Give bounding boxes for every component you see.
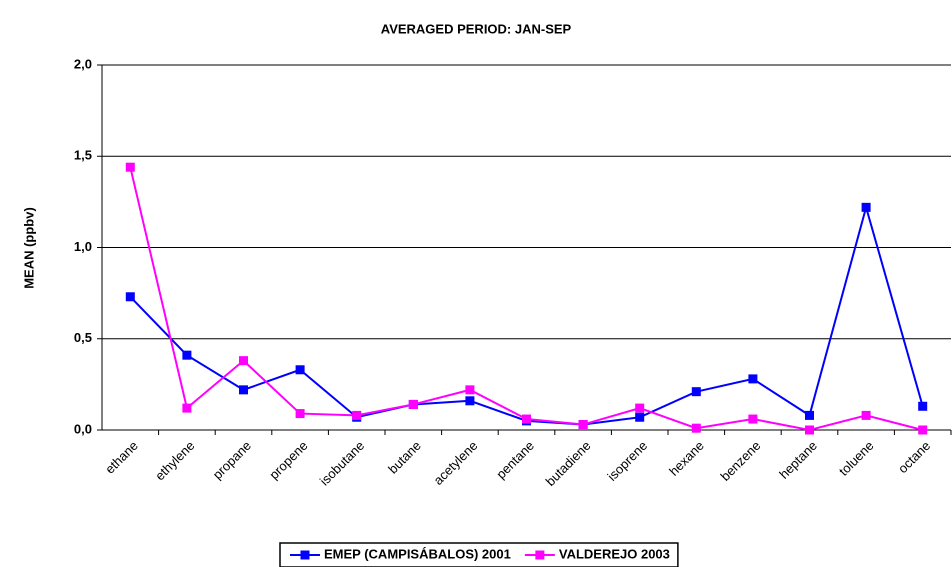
chart-title: AVERAGED PERIOD: JAN-SEP: [381, 21, 572, 36]
x-tick-label: propene: [266, 438, 310, 482]
series-line: [129, 203, 924, 426]
x-tick-label: octane: [895, 438, 933, 476]
y-tick-label: 1,5: [74, 148, 92, 163]
x-tick-label: pentane: [493, 438, 537, 482]
point-marker: [861, 202, 871, 212]
point-marker: [125, 292, 135, 302]
point-marker: [522, 414, 531, 424]
point-marker: [635, 403, 645, 413]
x-tick-label: propane: [210, 438, 254, 482]
point-marker: [182, 403, 192, 413]
series-line: [129, 166, 923, 432]
point-marker: [861, 410, 871, 420]
x-tick-label: heptane: [776, 438, 820, 482]
point-marker: [691, 387, 701, 397]
y-tick-label: 2,0: [74, 56, 92, 71]
x-tick-label: butane: [385, 438, 424, 477]
point-marker: [239, 385, 248, 395]
point-marker: [578, 420, 588, 430]
legend-label: EMEP (CAMPISÁBALOS) 2001: [324, 546, 511, 561]
point-marker: [805, 425, 814, 435]
x-tick-label: isoprene: [604, 438, 650, 484]
point-marker: [125, 162, 135, 172]
legend-marker: [535, 550, 545, 560]
y-tick-label: 0,5: [74, 330, 92, 345]
x-tick-label: acetylene: [430, 438, 480, 488]
x-tick-label: hexane: [666, 438, 707, 479]
point-marker: [635, 412, 645, 422]
point-marker: [918, 401, 928, 411]
point-marker: [239, 356, 248, 366]
point-marker: [295, 365, 305, 375]
x-tick-label: butadiene: [543, 438, 594, 489]
point-marker: [748, 374, 758, 384]
x-tick-label: ethylene: [152, 438, 197, 483]
legend-box: [279, 542, 679, 567]
legend: EMEP (CAMPISÁBALOS) 2001 VALDEREJO 2003: [279, 542, 679, 567]
point-marker: [352, 410, 362, 420]
point-marker: [465, 385, 475, 395]
point-marker: [182, 350, 192, 360]
x-tick-label: isobutane: [317, 438, 367, 488]
y-tick-label: 0,0: [74, 421, 92, 436]
y-tick-label: 1,0: [74, 239, 92, 254]
y-axis-label: MEAN (ppbv): [21, 207, 36, 289]
point-marker: [408, 399, 418, 409]
point-marker: [805, 410, 814, 420]
point-marker: [691, 423, 701, 433]
point-marker: [918, 425, 928, 435]
legend-label: VALDEREJO 2003: [559, 546, 670, 561]
point-marker: [748, 414, 758, 424]
x-tick-label: ethane: [102, 438, 141, 477]
point-marker: [295, 409, 305, 419]
x-tick-label: toluene: [836, 438, 877, 479]
legend-marker: [300, 550, 310, 560]
point-marker: [465, 396, 475, 406]
x-tick-label: benzene: [718, 438, 764, 484]
